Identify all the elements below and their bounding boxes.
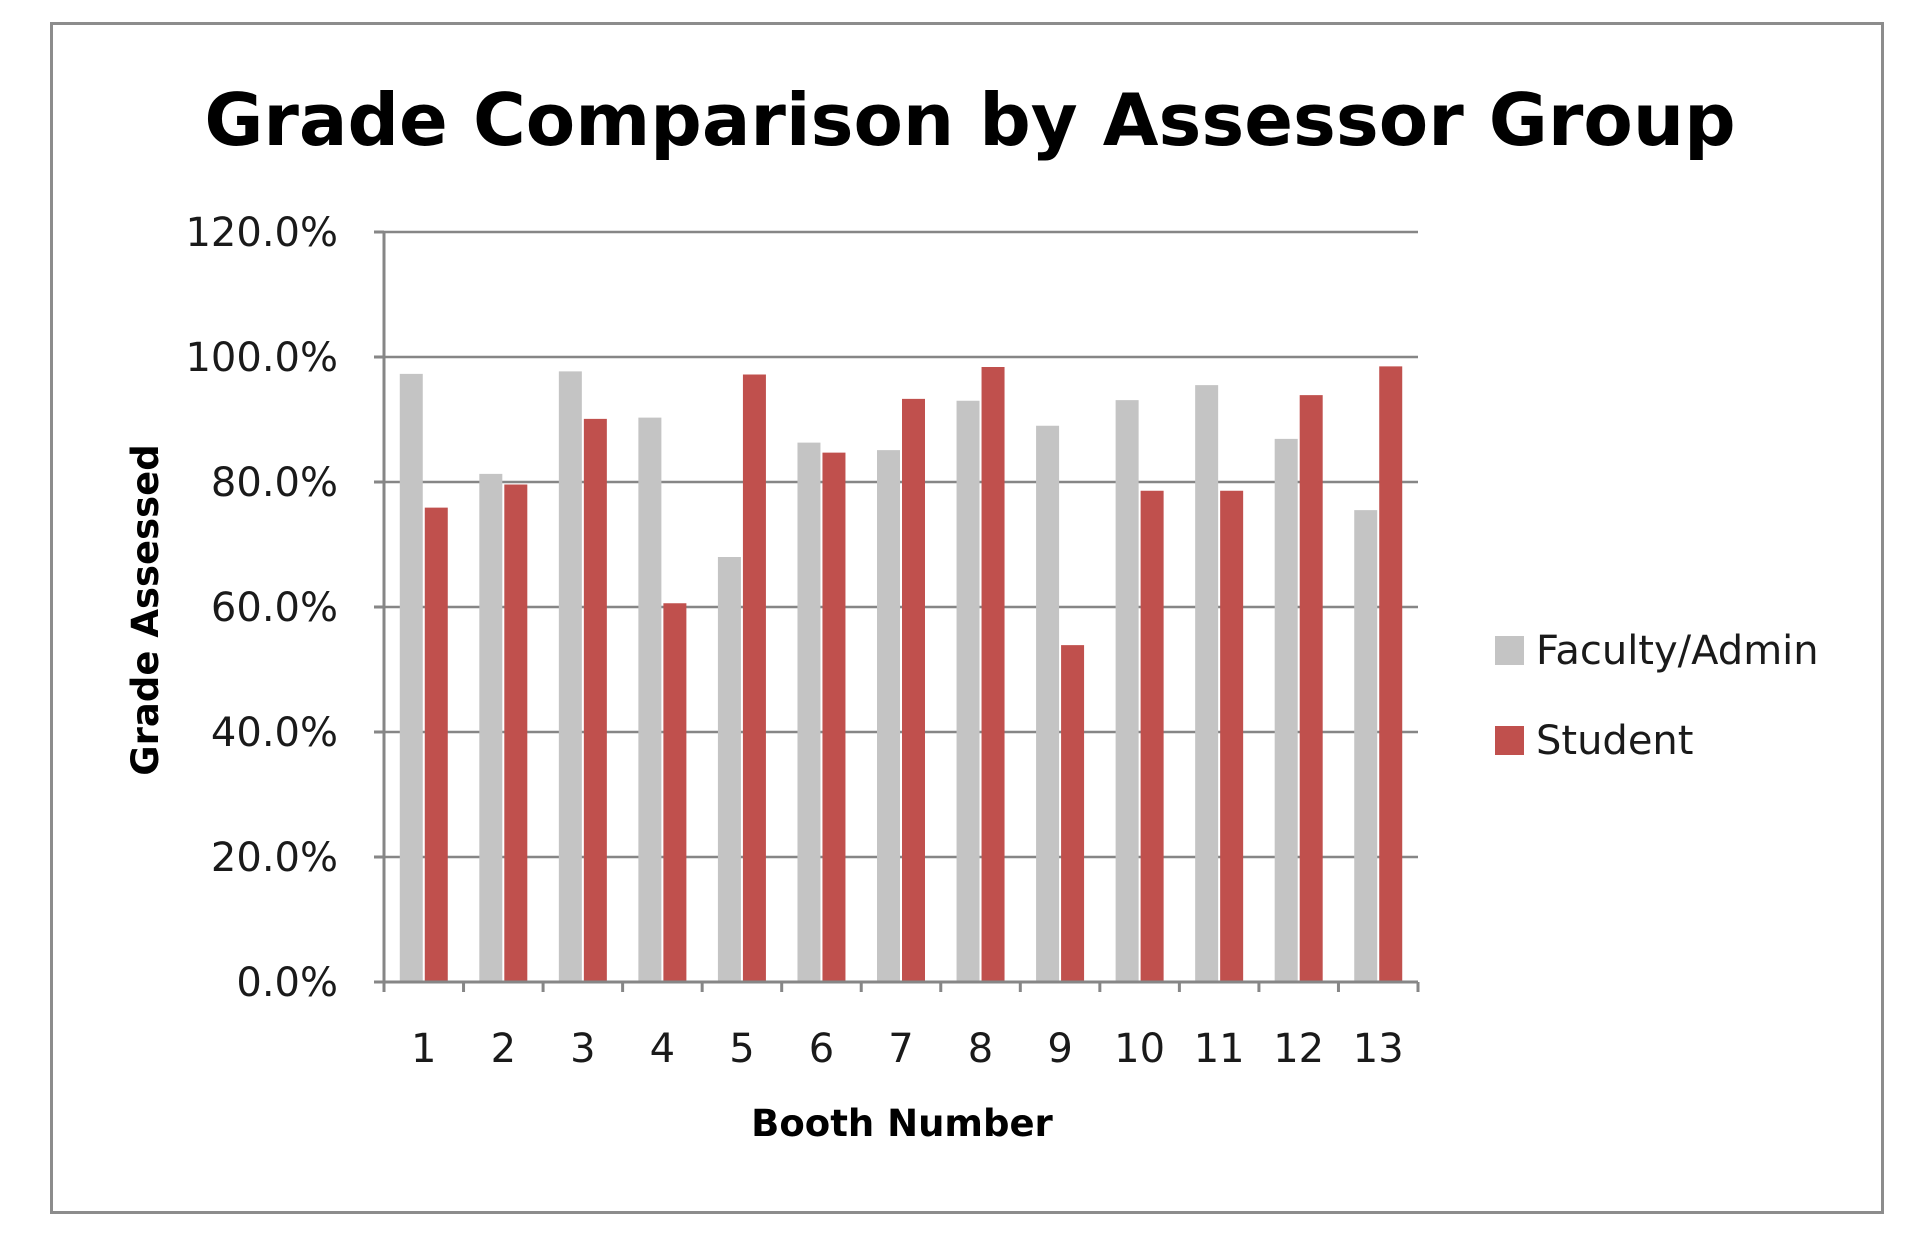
legend-label: Student <box>1536 718 1693 764</box>
x-tick-label: 5 <box>729 1026 754 1072</box>
bars <box>399 366 1403 982</box>
bar-student-5 <box>742 374 766 982</box>
bar-student-3 <box>583 418 607 982</box>
y-tick-label: 60.0% <box>211 585 338 631</box>
bar-student-7 <box>902 398 925 982</box>
x-tick-label: 10 <box>1114 1026 1165 1072</box>
legend: Faculty/Admin Student <box>1495 628 1819 764</box>
y-tick-label: 120.0% <box>185 210 338 256</box>
bar-faculty-admin-10 <box>1115 400 1139 982</box>
bar-faculty-admin-5 <box>717 557 741 982</box>
bar-student-8 <box>981 367 1005 982</box>
y-tick-label: 80.0% <box>211 460 338 506</box>
bar-faculty-admin-12 <box>1274 438 1298 982</box>
bar-faculty-admin-4 <box>638 417 662 982</box>
x-tick-label: 4 <box>650 1026 675 1072</box>
bar-faculty-admin-1 <box>399 373 423 982</box>
axes <box>374 230 1420 992</box>
y-tick-labels: 0.0% 20.0% 40.0% 60.0% 80.0% 100.0% 120.0% <box>185 210 338 1006</box>
x-tick-label: 8 <box>968 1026 993 1072</box>
x-tick-label: 9 <box>1047 1026 1072 1072</box>
bar-student-1 <box>424 507 448 982</box>
bar-faculty-admin-13 <box>1354 510 1378 982</box>
bar-faculty-admin-3 <box>558 371 582 982</box>
bar-faculty-admin-8 <box>956 400 980 982</box>
bar-faculty-admin-2 <box>479 473 503 982</box>
x-tick-label: 3 <box>570 1026 595 1072</box>
legend-label: Faculty/Admin <box>1536 628 1819 674</box>
y-axis-title: Grade Assessed <box>124 444 167 775</box>
y-tick-label: 40.0% <box>211 710 338 756</box>
bar-student-4 <box>663 603 687 982</box>
gridlines <box>384 230 1418 859</box>
chart-title: Grade Comparison by Assessor Group <box>204 78 1735 162</box>
bar-student-12 <box>1299 395 1323 982</box>
bar-faculty-admin-7 <box>877 450 900 982</box>
x-tick-labels: 1 2 3 4 5 6 7 8 9 10 11 12 13 <box>411 1026 1404 1072</box>
y-tick-label: 0.0% <box>236 960 338 1006</box>
legend-swatch <box>1495 726 1524 755</box>
legend-swatch <box>1495 636 1524 665</box>
x-tick-label: 6 <box>809 1026 834 1072</box>
x-tick-label: 11 <box>1194 1026 1245 1072</box>
bar-faculty-admin-9 <box>1036 425 1060 982</box>
bar-student-10 <box>1140 490 1164 982</box>
x-tick-label: 2 <box>491 1026 516 1072</box>
x-axis-title: Booth Number <box>751 1102 1053 1145</box>
bar-student-6 <box>822 452 846 982</box>
x-tick-label: 13 <box>1353 1026 1404 1072</box>
x-tick-label: 7 <box>888 1026 913 1072</box>
bar-student-11 <box>1220 490 1244 982</box>
bar-faculty-admin-11 <box>1195 385 1219 982</box>
bar-faculty-admin-6 <box>797 442 821 982</box>
x-tick-label: 1 <box>411 1026 436 1072</box>
x-tick-label: 12 <box>1273 1026 1324 1072</box>
bar-student-13 <box>1379 366 1403 982</box>
y-tick-label: 100.0% <box>185 335 338 381</box>
y-tick-label: 20.0% <box>211 835 338 881</box>
bar-student-9 <box>1061 645 1085 982</box>
bar-student-2 <box>504 484 528 982</box>
